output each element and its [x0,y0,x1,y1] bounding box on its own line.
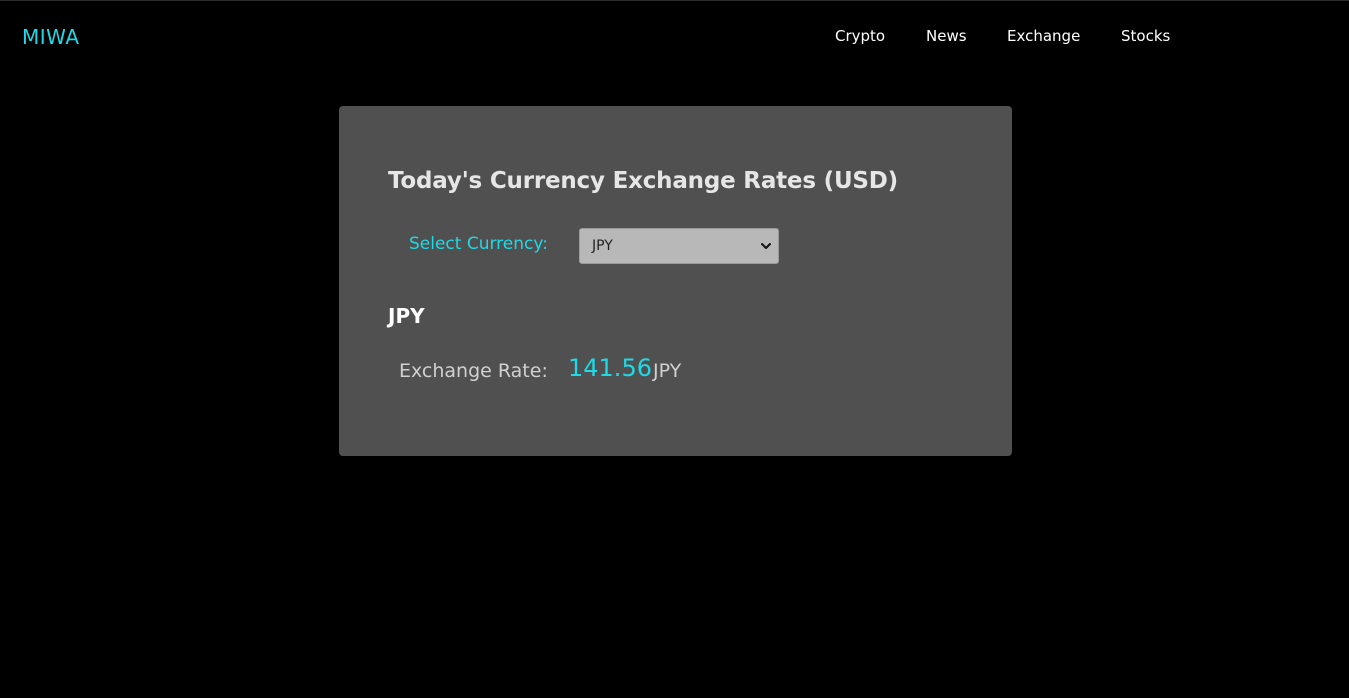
exchange-rate-row: Exchange Rate: 141.56 JPY [399,354,799,384]
exchange-rate-label: Exchange Rate: [399,360,548,382]
chevron-down-icon [761,243,771,249]
exchange-rate-value: 141.56 [568,354,652,382]
currency-select[interactable]: JPY [579,228,779,264]
exchange-rate-unit: JPY [653,360,682,382]
nav-stocks[interactable]: Stocks [1121,27,1171,45]
nav-news[interactable]: News [926,27,967,45]
nav-crypto[interactable]: Crypto [835,27,886,45]
select-currency-label: Select Currency: [409,234,548,254]
top-nav: Crypto News Exchange Stocks [0,27,1349,47]
exchange-card: Today's Currency Exchange Rates (USD) Se… [339,106,1012,456]
nav-exchange[interactable]: Exchange [1007,27,1081,45]
currency-heading: JPY [388,304,425,328]
card-title: Today's Currency Exchange Rates (USD) [388,168,898,194]
brand-logo[interactable]: MIWA [22,25,80,49]
currency-select-value: JPY [592,238,613,254]
